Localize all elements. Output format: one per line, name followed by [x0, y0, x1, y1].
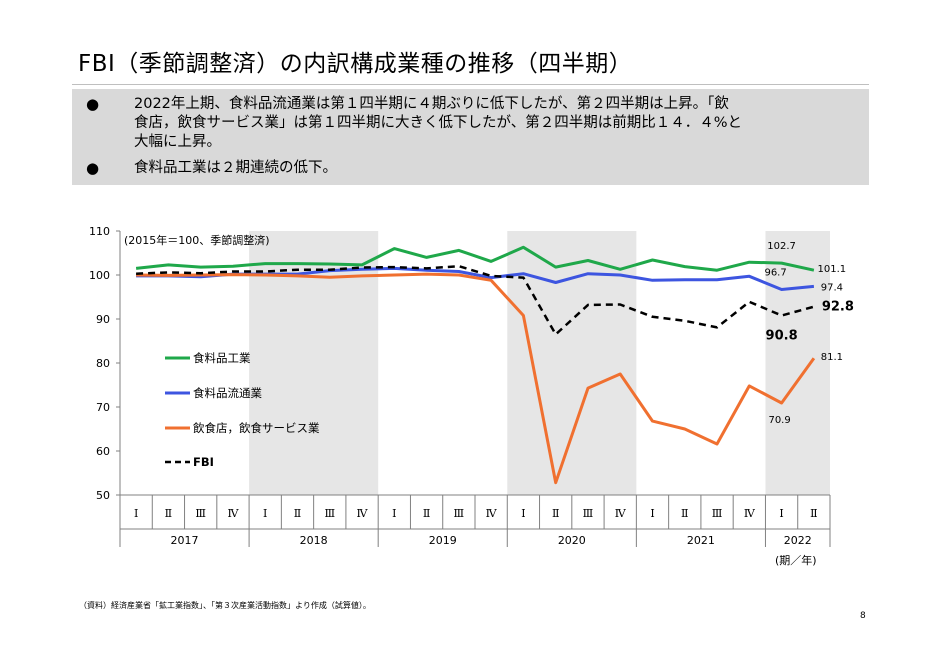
bullet-dot-icon: ● [86, 95, 100, 113]
y-tick-label: 60 [96, 445, 110, 458]
year-label: 2022 [784, 534, 812, 547]
page-number: 8 [860, 611, 866, 621]
summary-box: ● 2022年上期、食料品流通業は第１四半期に４期ぶりに低下したが、第２四半期は… [72, 89, 869, 185]
x-tick-label: Ⅱ [165, 507, 172, 520]
x-axis: Ⅰ Ⅱ Ⅲ Ⅳ Ⅰ Ⅱ Ⅲ Ⅳ Ⅰ Ⅱ Ⅲ Ⅳ Ⅰ Ⅱ Ⅲ Ⅳ Ⅰ Ⅱ Ⅲ Ⅳ Ⅰ Ⅱ 2017 2018 2019 2020 20… [119, 494, 831, 547]
shade-band-2022 [765, 231, 830, 495]
year-label: 2020 [558, 534, 586, 547]
y-tick-label: 100 [89, 269, 110, 282]
data-label: 101.1 [818, 264, 847, 275]
unit-note: (2015年＝100、季節調整済) [124, 233, 270, 247]
x-tick-label: Ⅱ [681, 507, 688, 520]
year-label: 2018 [300, 534, 328, 547]
x-tick-label: Ⅱ [810, 507, 817, 520]
legend-label: 食料品流通業 [193, 386, 262, 400]
x-tick-label: Ⅰ [521, 507, 525, 520]
x-tick-label: Ⅲ [195, 507, 206, 520]
data-label: 70.9 [768, 415, 790, 426]
data-label: 96.7 [764, 268, 786, 279]
summary-line: 食店，飲食サービス業」は第１四半期に大きく低下したが、第２四半期は前期比１４．４… [134, 115, 742, 131]
source-note: （資料）経済産業省「鉱工業指数」、「第３次産業活動指数」より作成（試算値）。 [79, 601, 371, 610]
y-tick-label: 90 [96, 313, 110, 326]
year-label: 2019 [429, 534, 457, 547]
data-labels: 102.7 101.1 96.7 97.4 90.8 92.8 70.9 81.1 [764, 241, 853, 426]
x-tick-label: Ⅰ [392, 507, 396, 520]
data-label: 90.8 [766, 328, 798, 343]
legend-label: 飲食店，飲食サービス業 [193, 421, 320, 435]
series-line-2 [136, 272, 816, 485]
x-tick-label: Ⅰ [779, 507, 783, 520]
x-tick-label: Ⅲ [583, 507, 594, 520]
x-tick-label: Ⅰ [650, 507, 654, 520]
x-tick-label: Ⅰ [263, 507, 267, 520]
x-tick-label: Ⅲ [712, 507, 723, 520]
x-tick-label: Ⅳ [744, 507, 756, 520]
data-label: 92.8 [822, 300, 854, 315]
y-axis: 50 60 70 80 90 100 110 [89, 225, 121, 502]
bullet-dot-icon: ● [86, 159, 100, 177]
x-tick-label: Ⅲ [324, 507, 335, 520]
data-label: 81.1 [821, 352, 843, 363]
x-axis-label: (期／年) [775, 553, 817, 567]
legend-label: 食料品工業 [193, 351, 251, 365]
year-label: 2021 [687, 534, 715, 547]
summary-line: 2022年上期、食料品流通業は第１四半期に４期ぶりに低下したが、第２四半期は上昇… [134, 96, 729, 112]
series-lines [135, 245, 816, 485]
x-tick-label: Ⅱ [423, 507, 430, 520]
legend-label: FBI [193, 455, 214, 469]
x-tick-label: Ⅳ [615, 507, 627, 520]
x-tick-label: Ⅲ [454, 507, 465, 520]
x-tick-label: Ⅳ [227, 507, 239, 520]
data-label: 97.4 [821, 282, 843, 293]
x-tick-label: Ⅳ [357, 507, 369, 520]
x-tick-label: Ⅰ [134, 507, 138, 520]
summary-line: 大幅に上昇。 [134, 134, 221, 150]
x-tick-label: Ⅳ [486, 507, 498, 520]
series-line-0 [135, 245, 815, 272]
x-tick-label: Ⅱ [294, 507, 301, 520]
data-label: 102.7 [767, 241, 796, 252]
y-tick-label: 70 [96, 401, 110, 414]
y-tick-label: 110 [89, 225, 110, 238]
series-line-3 [136, 264, 815, 336]
y-tick-label: 80 [96, 357, 110, 370]
shade-band-2020 [507, 231, 637, 495]
x-tick-label: Ⅱ [552, 507, 559, 520]
title-divider [72, 84, 869, 85]
summary-line: 食料品工業は２期連続の低下。 [134, 160, 337, 176]
y-tick-label: 50 [96, 489, 110, 502]
page-title: FBI（季節調整済）の内訳構成業種の推移（四半期） [78, 51, 633, 77]
year-label: 2017 [171, 534, 199, 547]
